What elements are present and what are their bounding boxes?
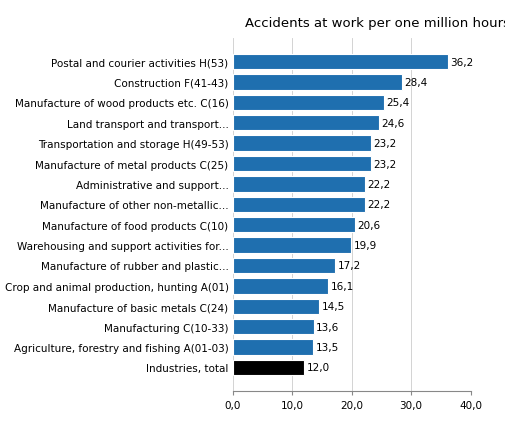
Bar	[232, 279, 328, 294]
Bar	[232, 75, 401, 90]
Bar	[232, 360, 304, 375]
Bar	[232, 197, 364, 212]
Bar	[232, 55, 447, 70]
Text: 12,0: 12,0	[306, 362, 329, 373]
Text: 17,2: 17,2	[337, 261, 360, 271]
Bar	[232, 340, 313, 355]
Text: 28,4: 28,4	[403, 78, 426, 88]
Text: 25,4: 25,4	[385, 98, 409, 108]
Text: 13,6: 13,6	[315, 322, 338, 332]
Text: 24,6: 24,6	[381, 118, 404, 129]
Text: 23,2: 23,2	[372, 159, 395, 169]
Bar	[232, 238, 350, 253]
Bar	[232, 157, 370, 172]
Bar	[232, 95, 383, 111]
Bar	[232, 218, 355, 233]
Text: 22,2: 22,2	[367, 179, 389, 190]
Text: 16,1: 16,1	[330, 281, 354, 291]
Text: 22,2: 22,2	[367, 200, 389, 210]
Bar	[232, 319, 313, 335]
Text: 13,5: 13,5	[315, 342, 338, 352]
Bar	[232, 258, 334, 273]
Bar	[232, 116, 378, 131]
Text: 19,9: 19,9	[353, 240, 376, 251]
Text: 14,5: 14,5	[321, 301, 344, 312]
Text: 20,6: 20,6	[357, 220, 380, 230]
Title: Accidents at work per one million hours worked: Accidents at work per one million hours …	[244, 17, 505, 30]
Bar	[232, 177, 364, 192]
Text: 36,2: 36,2	[449, 57, 473, 68]
Bar	[232, 136, 370, 151]
Text: 23,2: 23,2	[372, 139, 395, 149]
Bar	[232, 299, 318, 314]
